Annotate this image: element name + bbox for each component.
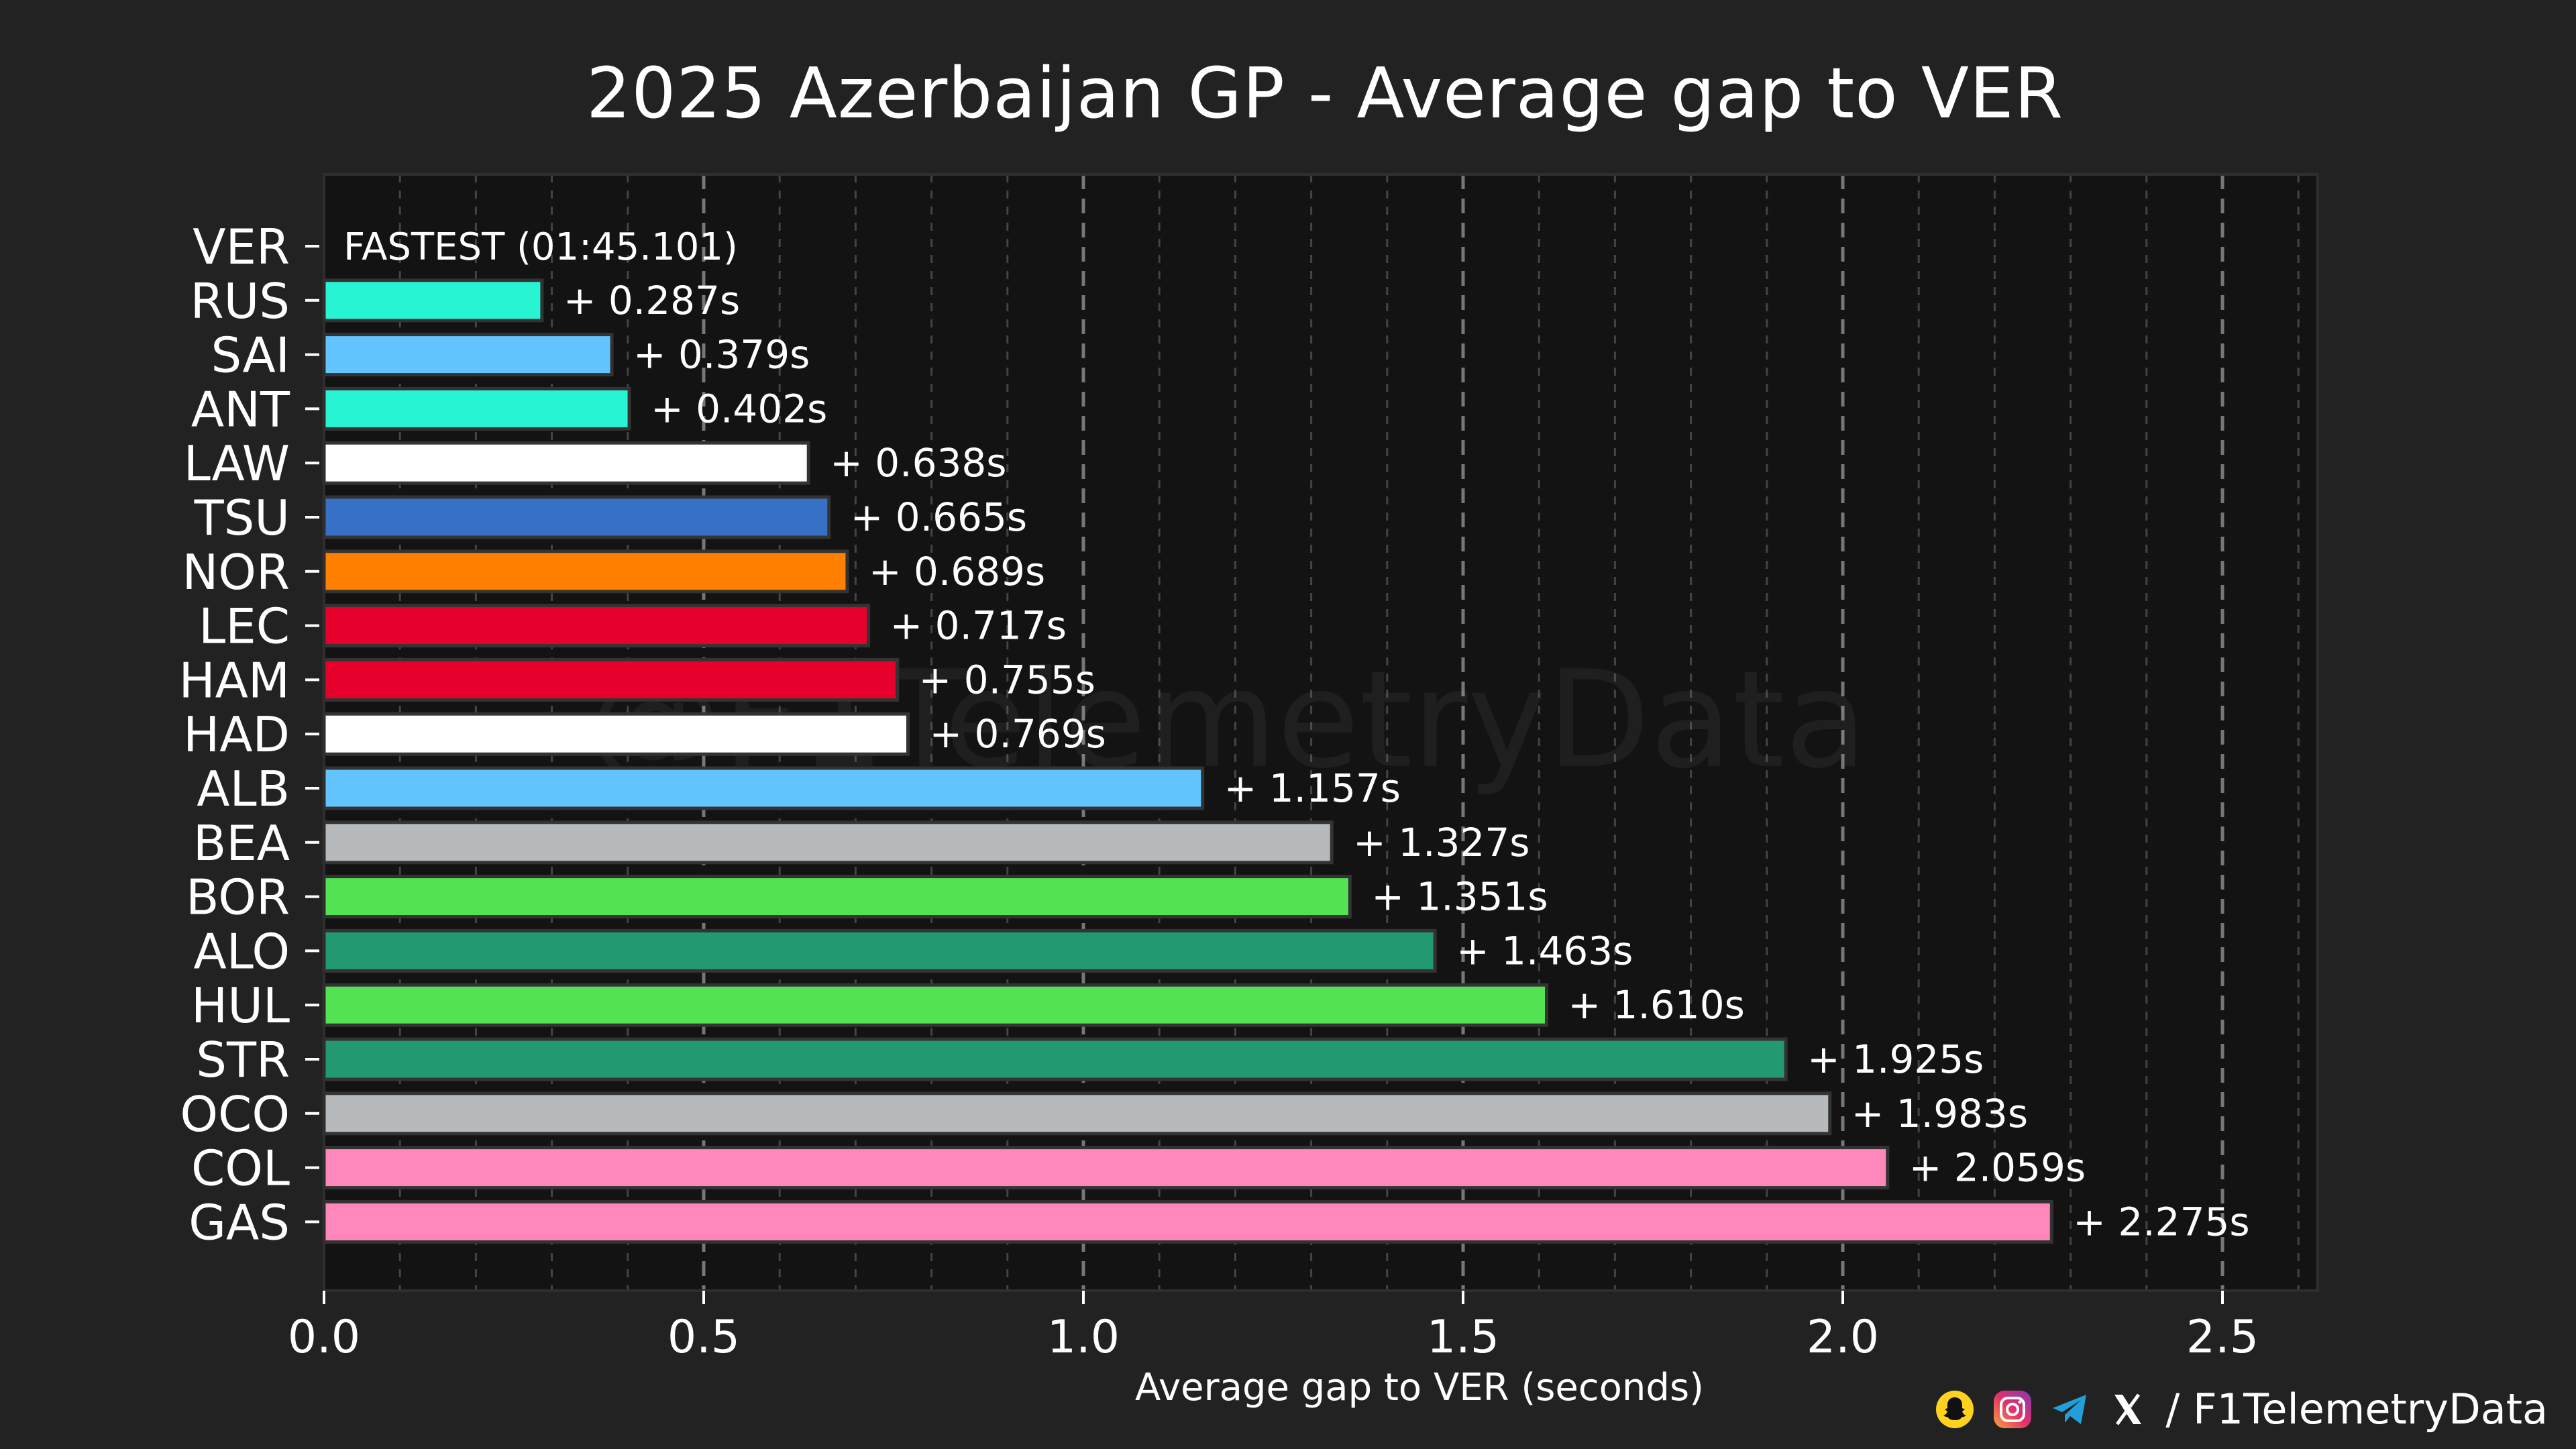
value-label-ham: + 0.755s bbox=[919, 657, 1095, 702]
x-tick-label: 0.0 bbox=[288, 1311, 360, 1364]
bar-law bbox=[322, 441, 810, 485]
y-tick-label-alo: ALO bbox=[194, 923, 290, 979]
y-tick-label-tsu: TSU bbox=[194, 490, 290, 546]
y-tick-label-str: STR bbox=[196, 1032, 290, 1088]
value-label-law: + 0.638s bbox=[830, 440, 1006, 486]
bar-tsu bbox=[322, 495, 831, 539]
y-tick-label-oco: OCO bbox=[180, 1086, 290, 1142]
social-handle[interactable]: / F1TelemetryData bbox=[2165, 1385, 2548, 1434]
bar-col bbox=[322, 1146, 1890, 1190]
y-tick-label-col: COL bbox=[191, 1140, 290, 1197]
bar-ant bbox=[322, 386, 631, 431]
telegram-icon[interactable] bbox=[2050, 1389, 2090, 1430]
value-label-str: + 1.925s bbox=[1807, 1036, 1984, 1082]
x-tick-label: 1.0 bbox=[1047, 1311, 1120, 1364]
value-label-had: + 0.769s bbox=[930, 711, 1106, 757]
y-tick-label-law: LAW bbox=[184, 435, 290, 492]
bar-hul bbox=[322, 983, 1549, 1027]
x-tick-label: 1.5 bbox=[1427, 1311, 1499, 1364]
value-label-hul: + 1.610s bbox=[1568, 982, 1745, 1028]
value-label-lec: + 0.717s bbox=[890, 603, 1067, 649]
bar-bea bbox=[322, 820, 1334, 865]
y-tick-label-lec: LEC bbox=[199, 598, 290, 655]
bar-gas bbox=[322, 1199, 2053, 1244]
y-tick-label-hul: HUL bbox=[191, 977, 290, 1034]
instagram-icon[interactable] bbox=[1992, 1389, 2033, 1430]
value-label-alo: + 1.463s bbox=[1456, 928, 1633, 973]
bar-ham bbox=[322, 657, 900, 702]
x-tick-label: 0.5 bbox=[667, 1311, 740, 1364]
footer: / F1TelemetryData bbox=[1935, 1385, 2548, 1434]
x-tick-label: 2.0 bbox=[1807, 1311, 1879, 1364]
bar-bor bbox=[322, 875, 1352, 919]
y-tick-label-ver: VER bbox=[193, 219, 290, 275]
bar-lec bbox=[322, 604, 871, 648]
y-tick-label-had: HAD bbox=[183, 706, 290, 763]
plot-frame bbox=[323, 173, 2319, 1292]
x-icon[interactable] bbox=[2108, 1389, 2148, 1430]
bar-had bbox=[322, 712, 910, 756]
bar-alb bbox=[322, 766, 1205, 810]
value-label-col: + 2.059s bbox=[1909, 1145, 2086, 1191]
y-tick-label-alb: ALB bbox=[197, 761, 290, 817]
value-label-tsu: + 0.665s bbox=[851, 494, 1027, 540]
y-tick-label-rus: RUS bbox=[191, 273, 290, 329]
y-tick-label-bor: BOR bbox=[186, 869, 290, 926]
y-tick-label-sai: SAI bbox=[211, 327, 290, 384]
bar-oco bbox=[322, 1091, 1832, 1136]
value-label-ant: + 0.402s bbox=[651, 386, 827, 431]
chart-title: 2025 Azerbaijan GP - Average gap to VER bbox=[586, 52, 2063, 134]
x-axis-label: Average gap to VER (seconds) bbox=[1135, 1366, 1704, 1409]
bar-nor bbox=[322, 549, 849, 594]
value-label-sai: + 0.379s bbox=[633, 332, 810, 378]
fastest-label: FASTEST (01:45.101) bbox=[343, 225, 738, 269]
bar-rus bbox=[322, 278, 544, 323]
value-label-nor: + 0.689s bbox=[869, 549, 1045, 594]
value-label-bea: + 1.327s bbox=[1353, 820, 1529, 865]
y-tick-label-bea: BEA bbox=[193, 815, 290, 871]
value-label-rus: + 0.287s bbox=[564, 278, 740, 323]
snapchat-icon[interactable] bbox=[1935, 1389, 1975, 1430]
y-tick-label-ant: ANT bbox=[191, 381, 290, 437]
bar-sai bbox=[322, 333, 614, 377]
bar-alo bbox=[322, 928, 1437, 973]
y-tick-label-ham: HAM bbox=[178, 652, 290, 708]
value-label-oco: + 1.983s bbox=[1851, 1091, 2028, 1136]
bar-str bbox=[322, 1037, 1788, 1081]
x-tick-label: 2.5 bbox=[2186, 1311, 2259, 1364]
y-tick-label-gas: GAS bbox=[189, 1194, 290, 1250]
value-label-alb: + 1.157s bbox=[1224, 765, 1401, 811]
value-label-bor: + 1.351s bbox=[1371, 874, 1548, 920]
y-tick-label-nor: NOR bbox=[182, 544, 290, 600]
value-label-gas: + 2.275s bbox=[2073, 1199, 2249, 1244]
